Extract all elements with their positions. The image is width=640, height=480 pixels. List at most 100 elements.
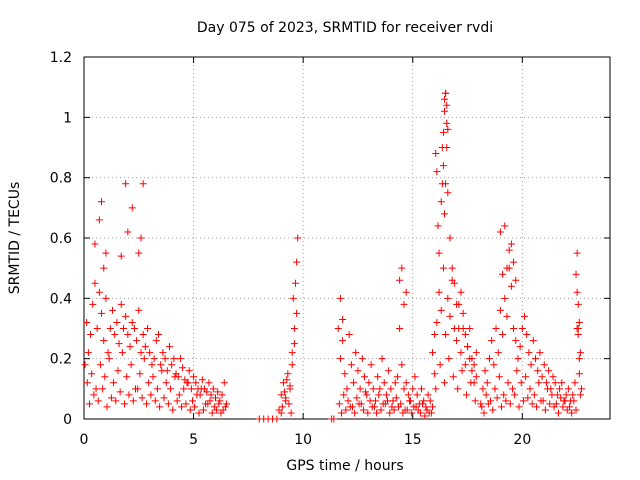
data-point [542,379,550,387]
data-point [527,361,535,369]
data-point [396,276,404,284]
data-point [541,406,549,414]
data-point [179,364,187,372]
data-point [94,397,102,405]
data-point [533,403,541,411]
data-point [185,367,193,375]
data-point [277,391,285,399]
data-point [505,246,513,254]
data-point [482,391,490,399]
data-point [535,379,543,387]
data-point [510,325,518,332]
data-point [443,101,451,109]
data-point [362,388,370,396]
data-point [563,406,571,414]
data-point [571,379,579,387]
data-point [507,240,515,248]
data-point [538,373,546,381]
data-point [186,406,194,414]
data-point [167,385,175,393]
data-point [91,240,99,248]
data-point [149,373,157,381]
data-point [546,400,554,408]
data-point [471,397,479,405]
data-point [432,385,440,393]
data-point [187,385,195,393]
data-point [419,400,427,408]
x-tick-label: 15 [404,432,422,448]
data-point [133,337,141,345]
data-point [145,379,153,387]
data-point [207,391,215,399]
data-point [364,409,372,417]
data-point [168,361,176,369]
data-point [293,309,301,317]
data-point [568,409,576,417]
data-point [92,385,100,393]
data-point [130,325,138,332]
data-point [288,349,296,357]
data-point [413,391,421,399]
data-point [409,385,417,393]
data-point [279,379,287,387]
data-point [572,270,580,278]
x-tick-label: 5 [189,432,198,448]
data-point [457,288,465,296]
data-point [449,373,457,381]
data-point [441,210,449,218]
data-point [390,406,398,414]
data-point [557,394,565,402]
data-point [495,373,503,381]
data-point [573,249,581,257]
data-point [382,391,390,399]
data-point [99,385,107,393]
data-point [436,361,444,369]
data-point [218,391,226,399]
data-point [212,394,219,402]
data-point [125,391,133,399]
data-point [554,409,562,417]
data-point [111,331,119,339]
data-point [459,309,467,317]
data-point [205,379,213,387]
data-point [173,397,181,405]
data-point [136,370,144,378]
data-point [483,379,491,387]
y-tick-label: 0.6 [50,231,72,247]
data-point [439,128,447,136]
data-point [369,385,377,393]
data-point [124,331,132,339]
data-point [455,300,463,308]
data-point [421,412,429,420]
data-point [220,379,228,387]
data-point [208,409,216,417]
data-point [157,361,165,369]
data-point [575,318,583,326]
data-point [507,282,515,290]
data-point [515,403,523,411]
data-point [441,107,449,115]
data-point [572,406,580,414]
data-point [169,406,177,414]
data-point [531,355,539,363]
data-point [386,409,394,417]
data-point [144,325,152,332]
data-point [485,355,493,363]
data-point [569,391,577,399]
data-point [481,367,489,375]
data-point [182,400,190,408]
data-point [339,337,347,345]
data-point [367,361,375,369]
data-point [118,349,126,357]
y-tick-label: 0.4 [50,291,72,307]
data-point [117,252,125,260]
data-point [445,355,453,363]
data-point [523,331,531,339]
data-point [287,409,295,417]
data-point [431,331,439,339]
data-point [461,361,469,369]
data-point [338,409,346,417]
data-point [479,385,487,393]
data-point [290,340,298,348]
